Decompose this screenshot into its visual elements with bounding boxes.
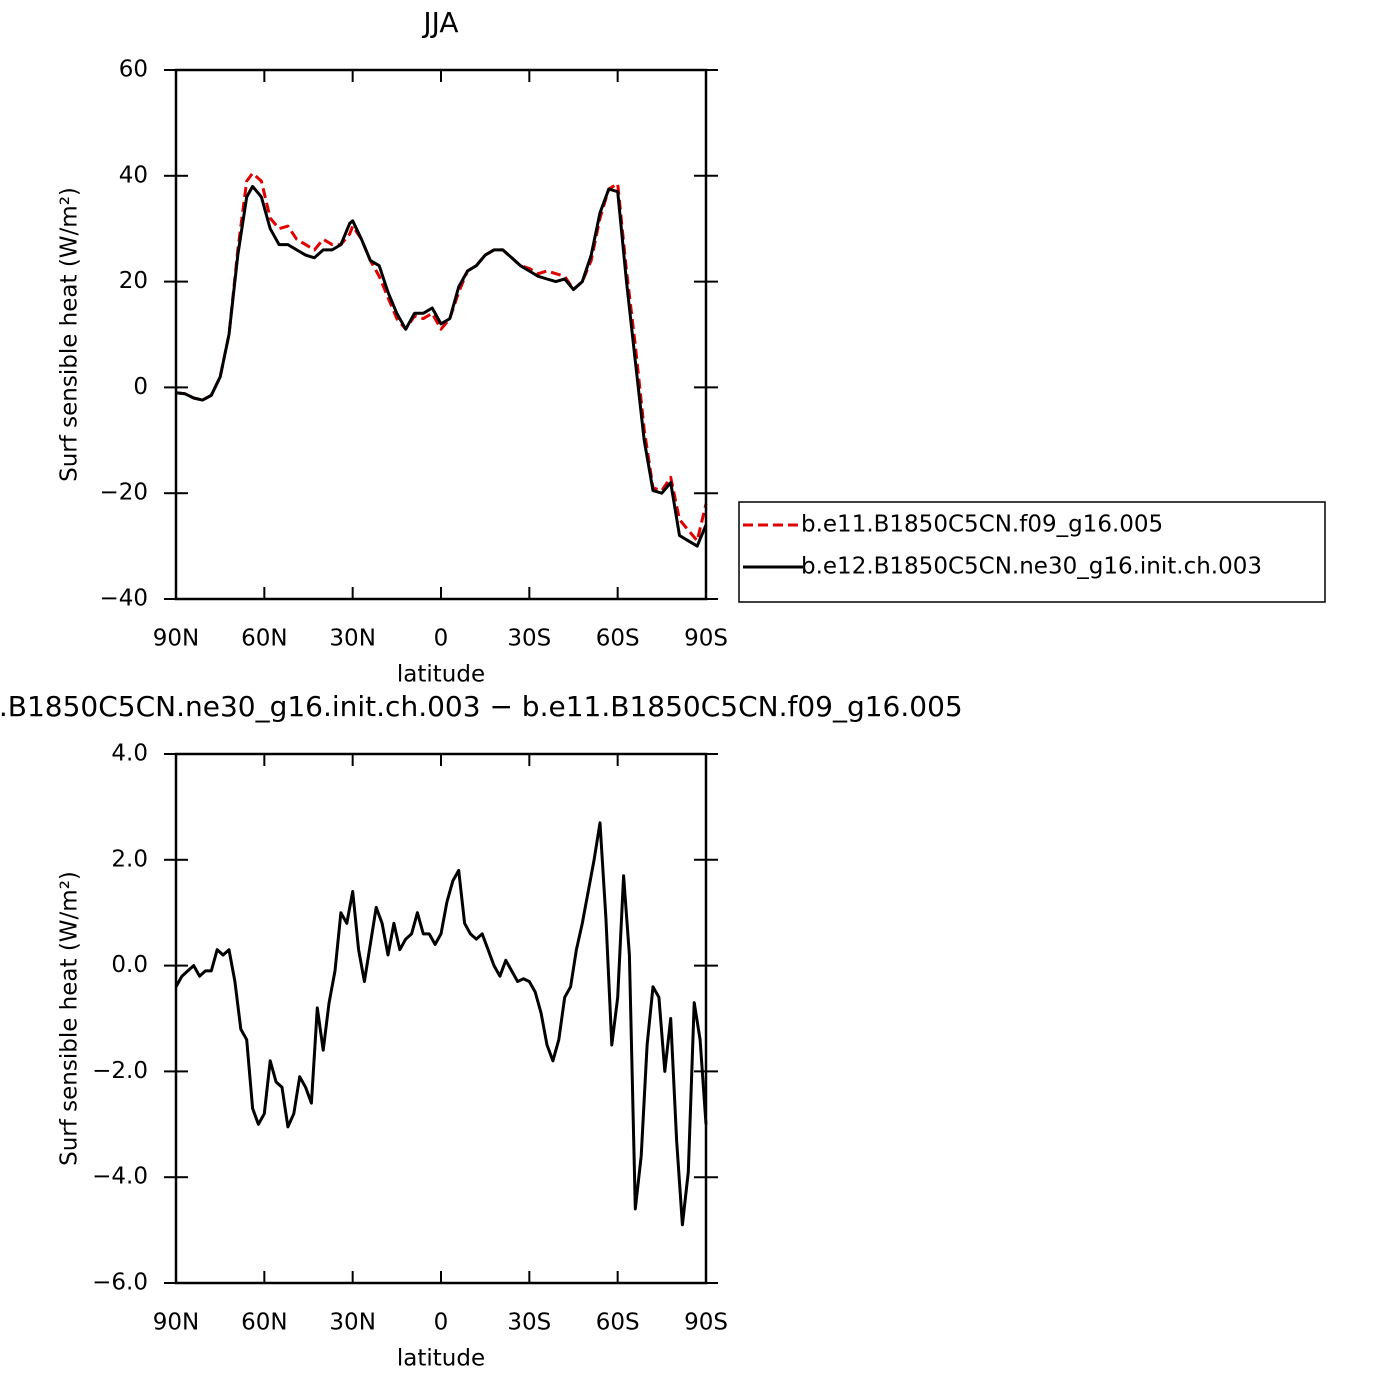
x-tick-label: 0	[434, 626, 449, 652]
plot-frame	[174, 68, 708, 601]
y-tick-label: 20	[119, 268, 148, 294]
y-tick-label: −40	[99, 586, 148, 612]
y-tick-label: 2.0	[111, 846, 148, 872]
legend-label: b.e12.B1850C5CN.ne30_g16.init.ch.003	[801, 554, 1262, 580]
legend-label: b.e11.B1850C5CN.f09_g16.005	[801, 512, 1163, 538]
y-tick-label: 0	[133, 374, 148, 400]
x-tick-label: 30S	[507, 626, 551, 652]
y-tick-label: −20	[99, 480, 148, 506]
chart-title: JJA	[421, 6, 458, 39]
x-tick-label: 90N	[153, 1310, 199, 1336]
data-line	[174, 821, 708, 1227]
x-axis-label: latitude	[397, 1346, 485, 1372]
y-axis-label: Surf sensible heat (W/m²)	[57, 871, 83, 1166]
x-tick-label: 0	[434, 1310, 449, 1336]
y-tick-label: 0.0	[111, 952, 148, 978]
y-tick-label: −4.0	[92, 1164, 148, 1190]
x-tick-label: 60S	[596, 626, 640, 652]
x-tick-label: 90S	[684, 1310, 728, 1336]
x-tick-label: 90N	[153, 626, 199, 652]
y-tick-label: −6.0	[92, 1270, 148, 1296]
y-tick-label: 40	[119, 162, 148, 188]
plot-frame	[174, 752, 708, 1285]
y-axis-label: Surf sensible heat (W/m²)	[57, 187, 83, 482]
data-line	[175, 171, 708, 543]
y-tick-label: 4.0	[111, 741, 148, 767]
legend-box	[738, 501, 1326, 603]
chart-title: b.e12.B1850C5CN.ne30_g16.init.ch.003 − b…	[0, 690, 963, 723]
x-tick-label: 30N	[329, 626, 375, 652]
x-tick-label: 30S	[507, 1310, 551, 1336]
data-line	[175, 184, 708, 548]
x-tick-label: 60N	[241, 1310, 287, 1336]
y-tick-label: 60	[119, 57, 148, 83]
x-axis-label: latitude	[397, 662, 485, 688]
y-tick-label: −2.0	[92, 1058, 148, 1084]
x-tick-label: 90S	[684, 626, 728, 652]
x-tick-label: 60N	[241, 626, 287, 652]
x-tick-label: 60S	[596, 1310, 640, 1336]
x-tick-label: 30N	[329, 1310, 375, 1336]
